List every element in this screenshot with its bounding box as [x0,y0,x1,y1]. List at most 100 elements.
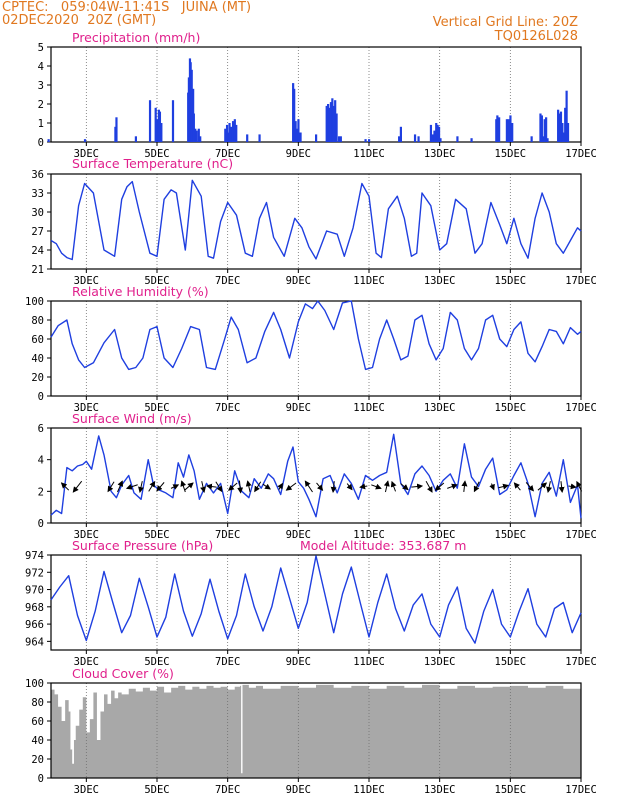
chart-title: Surface Temperature (nC) [72,156,233,171]
wind-arrow [60,482,70,491]
wind-arrow [371,483,382,490]
wind-arrow [285,482,297,491]
y-tick-label: 2 [38,486,44,498]
x-tick-label: 5DEC [144,529,169,541]
precip-bar [47,139,50,142]
y-tick-label: 40 [31,353,44,365]
precip-bar [557,109,560,142]
x-tick-label: 17DEC [565,656,597,668]
y-tick-label: 3 [38,80,44,92]
y-tick-label: 4 [38,61,44,73]
x-tick-label: 9DEC [286,784,311,796]
wind-arrow [316,482,324,491]
wind-arrow [117,480,124,493]
precip-bar [230,126,233,142]
x-tick-label: 13DEC [424,529,456,541]
x-tick-label: 7DEC [215,784,240,796]
precip-bar [154,107,157,142]
wind-arrow [411,483,424,490]
series-line [50,433,582,519]
x-tick-label: 11DEC [353,275,385,287]
precip-bar [417,136,420,142]
wind-arrow [489,483,495,491]
precip-bar [564,107,567,142]
x-tick-label: 15DEC [495,275,527,287]
precip-bar [194,128,197,142]
x-tick-label: 5DEC [144,656,169,668]
y-tick-label: 964 [25,636,44,648]
precip-bar [505,119,508,142]
y-tick-label: 36 [31,169,44,181]
precip-bar [545,117,548,142]
wind-arrow [156,482,165,492]
wind-arrow [330,481,337,493]
x-tick-label: 15DEC [495,784,527,796]
chart-title: Surface Pressure (hPa) [72,538,213,553]
precip-bar [227,132,230,142]
precip-bar [542,136,545,142]
wind-arrow [125,483,138,490]
x-tick-label: 3DEC [74,275,99,287]
x-tick-label: 7DEC [215,529,240,541]
series-line [50,555,582,644]
wind-arrow [447,483,458,490]
plot-frame [50,427,582,524]
x-tick-label: 5DEC [144,784,169,796]
chart-title: Surface Wind (m/s) [72,411,192,426]
precip-bar [496,115,499,142]
wind-arrow [254,481,262,493]
x-tick-label: 11DEC [353,402,385,414]
y-tick-label: 1 [38,118,44,130]
y-tick-label: 972 [25,567,44,579]
x-tick-label: 15DEC [495,402,527,414]
wind-arrow [304,480,313,493]
precip-bar [565,90,568,142]
precip-bar [190,69,193,142]
x-tick-label: 3DEC [74,402,99,414]
y-tick-label: 21 [31,264,44,276]
y-tick-label: 60 [31,716,44,728]
precip-bar [299,132,302,142]
plot-frame [50,554,582,651]
precip-bar [329,102,333,142]
x-tick-label: 3DEC [74,784,99,796]
precip-bar [509,115,512,142]
precip-bar [332,105,335,142]
x-tick-label: 7DEC [215,275,240,287]
precip-bar [197,128,200,142]
y-tick-label: 24 [31,245,44,257]
wind-arrow [346,483,353,491]
x-tick-label: 17DEC [565,275,597,287]
x-tick-label: 15DEC [495,148,527,160]
chart-title: Relative Humidity (%) [72,284,209,299]
precip-bar [258,134,261,142]
y-tick-label: 20 [31,372,44,384]
wind-arrow [390,480,397,492]
x-tick-label: 17DEC [565,529,597,541]
wind-arrow [72,480,83,493]
wind-arrow [461,480,468,493]
precip-bar [339,136,342,142]
precip-bar [562,132,565,142]
x-tick-label: 13DEC [424,402,456,414]
precip-bar [437,126,441,142]
precip-bar [399,126,402,142]
precip-bar [431,134,434,142]
wind-arrow [537,482,548,491]
y-tick-label: 0 [38,391,44,403]
wind-arrow [558,481,565,493]
precip-bar [334,100,337,142]
chart-panel-2: 0 20 40 60 80 100 3DEC 5DEC 7DEC 9DEC 11DEC 13DEC 15… [25,284,597,414]
x-tick-label: 13DEC [424,148,456,160]
precip-bar [546,138,549,142]
wind-arrow [237,480,244,494]
x-tick-label: 17DEC [565,784,597,796]
precip-bar [540,115,543,142]
x-tick-label: 11DEC [353,148,385,160]
plot-frame [50,682,582,779]
x-tick-label: 9DEC [286,275,311,287]
precip-bar [228,123,231,142]
precip-bar [156,119,159,142]
header-grid-note: Vertical Grid Line: 20Z [432,15,578,30]
